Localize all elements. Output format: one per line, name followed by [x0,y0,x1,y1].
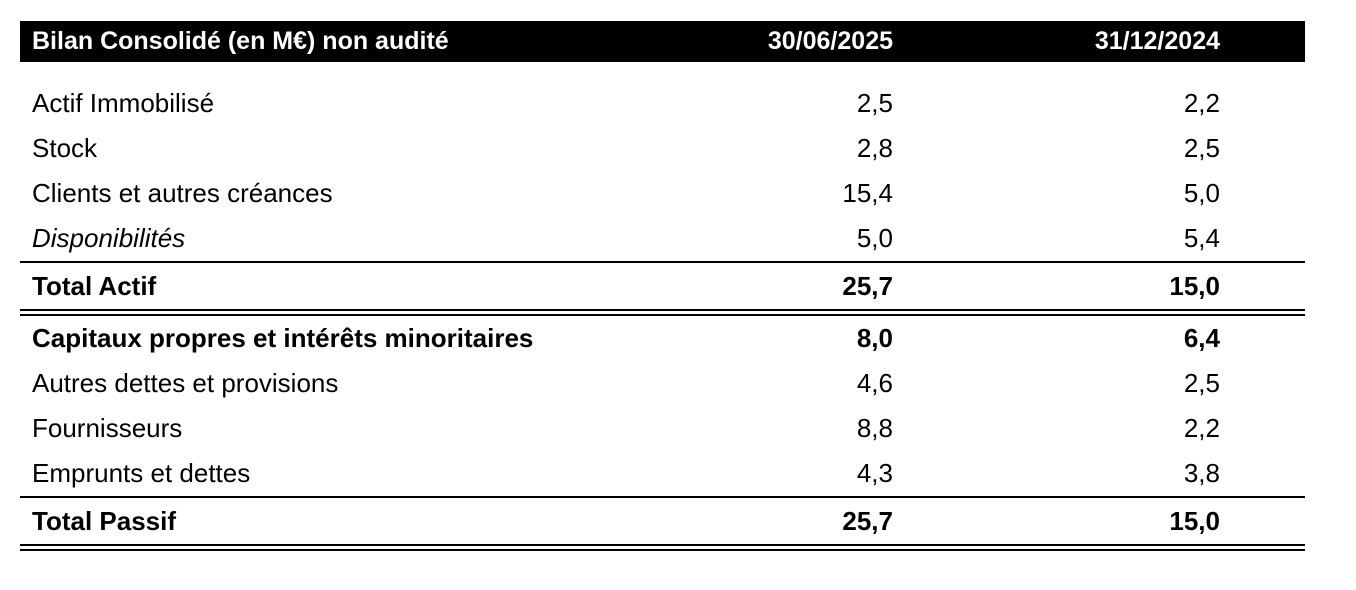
balance-sheet-table: Bilan Consolidé (en M€) non audité 30/06… [20,21,1305,551]
row-label: Clients et autres créances [32,178,333,208]
table-row-disponibilites: Disponibilités 5,0 5,4 [20,216,1305,261]
column-header-31-12-2024: 31/12/2024 [1094,27,1220,55]
row-label: Autres dettes et provisions [32,368,339,398]
row-value-2025: 15,4 [842,178,893,208]
table-row-stock: Stock 2,8 2,5 [20,126,1305,171]
table-title: Bilan Consolidé (en M€) non audité [32,27,449,55]
row-value-2024: 2,5 [1183,368,1220,398]
row-value-2025: 8,0 [856,323,893,353]
table-row-total-actif: Total Actif 25,7 15,0 [20,261,1305,316]
row-value-2025: 5,0 [856,223,893,253]
row-value-2024: 2,5 [1183,133,1220,163]
row-value-2025: 2,8 [856,133,893,163]
row-value-2024: 5,4 [1183,223,1220,253]
table-row-fournisseurs: Fournisseurs 8,8 2,2 [20,406,1305,451]
row-label: Total Actif [32,270,157,301]
row-value-2024: 5,0 [1183,178,1220,208]
row-value-2024: 2,2 [1183,413,1220,443]
row-label: Capitaux propres et intérêts minoritaire… [32,323,534,353]
row-value-2025: 2,5 [856,88,893,118]
table-row-clients-et-autres-creances: Clients et autres créances 15,4 5,0 [20,171,1305,216]
row-label: Actif Immobilisé [32,88,215,118]
row-label: Disponibilités [32,223,186,253]
row-value-2024: 6,4 [1183,323,1220,353]
row-value-2025: 4,3 [856,458,893,488]
table-row-total-passif: Total Passif 25,7 15,0 [20,496,1305,551]
column-header-30-06-2025: 30/06/2025 [767,27,893,55]
row-value-2025: 25,7 [842,270,893,301]
row-value-2025: 4,6 [856,368,893,398]
table-row-emprunts-et-dettes: Emprunts et dettes 4,3 3,8 [20,451,1305,496]
table-row-capitaux-propres: Capitaux propres et intérêts minoritaire… [20,316,1305,361]
row-value-2024: 2,2 [1183,88,1220,118]
row-value-2024: 15,0 [1169,505,1220,536]
header-gap [20,62,1305,81]
row-value-2024: 15,0 [1169,270,1220,301]
row-label: Total Passif [32,505,177,536]
table-row-autres-dettes-et-provisions: Autres dettes et provisions 4,6 2,5 [20,361,1305,406]
row-label: Fournisseurs [32,413,183,443]
table-header-row: Bilan Consolidé (en M€) non audité 30/06… [20,21,1305,62]
row-value-2025: 8,8 [856,413,893,443]
row-label: Stock [32,133,98,163]
table-row-actif-immobilise: Actif Immobilisé 2,5 2,2 [20,81,1305,126]
row-value-2025: 25,7 [842,505,893,536]
row-value-2024: 3,8 [1183,458,1220,488]
row-label: Emprunts et dettes [32,458,251,488]
